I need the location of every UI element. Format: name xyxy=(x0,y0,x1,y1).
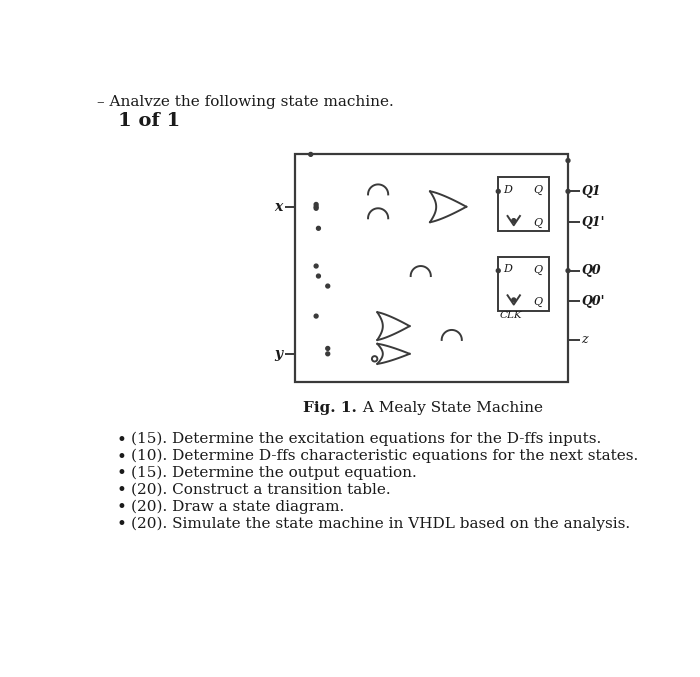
Circle shape xyxy=(316,226,321,230)
Text: Q: Q xyxy=(533,265,542,275)
Circle shape xyxy=(512,219,516,223)
Text: (15). Determine the output equation.: (15). Determine the output equation. xyxy=(131,466,416,480)
Text: Q1': Q1' xyxy=(581,216,605,229)
Text: (20). Draw a state diagram.: (20). Draw a state diagram. xyxy=(131,500,344,514)
Text: (10). Determine D-ffs characteristic equations for the next states.: (10). Determine D-ffs characteristic equ… xyxy=(131,449,638,463)
Text: (20). Construct a transition table.: (20). Construct a transition table. xyxy=(131,483,391,496)
Text: Fig. 1.: Fig. 1. xyxy=(303,401,357,415)
Bar xyxy=(498,177,549,232)
Text: – Analvze the following state machine.: – Analvze the following state machine. xyxy=(97,95,393,109)
Circle shape xyxy=(566,190,570,193)
Circle shape xyxy=(314,264,318,268)
Text: Q: Q xyxy=(533,185,542,195)
Bar xyxy=(295,154,568,382)
Text: •: • xyxy=(117,466,127,483)
Text: •: • xyxy=(117,432,127,449)
Text: y: y xyxy=(274,347,283,361)
Circle shape xyxy=(512,298,516,302)
Text: •: • xyxy=(117,500,127,517)
Text: D: D xyxy=(503,185,512,195)
Text: CLK: CLK xyxy=(500,311,522,320)
Text: D: D xyxy=(503,265,512,274)
Text: A Mealy State Machine: A Mealy State Machine xyxy=(358,401,543,415)
Circle shape xyxy=(314,205,318,209)
Circle shape xyxy=(314,202,318,206)
Text: 1 of 1: 1 of 1 xyxy=(118,112,181,130)
Text: (20). Simulate the state machine in VHDL based on the analysis.: (20). Simulate the state machine in VHDL… xyxy=(131,517,630,531)
Text: x: x xyxy=(274,200,283,214)
Circle shape xyxy=(566,158,570,162)
Text: •: • xyxy=(117,449,127,466)
Text: Q: Q xyxy=(533,297,542,307)
Text: •: • xyxy=(117,517,127,533)
Text: Q0': Q0' xyxy=(581,295,605,308)
Text: Q1: Q1 xyxy=(581,185,601,198)
Circle shape xyxy=(496,190,500,193)
Circle shape xyxy=(326,284,330,288)
Circle shape xyxy=(326,347,330,351)
Circle shape xyxy=(314,206,318,211)
Circle shape xyxy=(326,352,330,355)
Circle shape xyxy=(372,356,377,362)
Circle shape xyxy=(309,152,313,156)
Circle shape xyxy=(314,314,318,318)
Text: Q0: Q0 xyxy=(581,264,601,277)
Bar xyxy=(498,257,549,311)
Circle shape xyxy=(496,269,500,273)
Text: Q: Q xyxy=(533,217,542,227)
Circle shape xyxy=(316,274,321,278)
Text: (15). Determine the excitation equations for the D-ffs inputs.: (15). Determine the excitation equations… xyxy=(131,432,601,446)
Text: z: z xyxy=(581,334,588,347)
Circle shape xyxy=(566,269,570,273)
Text: •: • xyxy=(117,483,127,500)
